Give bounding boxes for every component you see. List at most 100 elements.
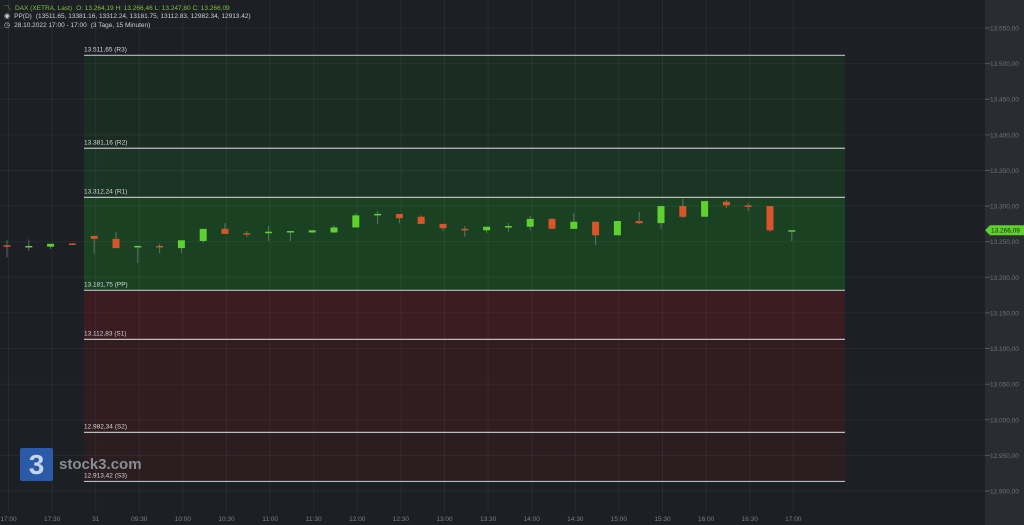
indicator-values: (13511.65, 13381.16, 13312.24, 13181.75,… — [35, 12, 251, 20]
pivot-zone — [84, 290, 845, 340]
symbol-name[interactable]: DAX (XETRA, Last) — [15, 4, 73, 12]
pivot-label: 13.312,24 (R1) — [84, 188, 127, 195]
candle — [3, 240, 11, 258]
candle-body — [199, 228, 207, 241]
time-range[interactable]: 28.10.2022 17:00 - 17:00 — [14, 21, 87, 29]
candle-body — [243, 233, 251, 235]
candle-body — [635, 221, 643, 224]
candle-body — [90, 235, 98, 239]
candle — [352, 213, 360, 228]
candle — [570, 213, 578, 229]
y-tick-label: 13.450,00 — [990, 97, 1019, 104]
candle — [417, 215, 425, 224]
candle — [112, 231, 120, 249]
candle-body — [352, 215, 360, 228]
x-tick-label: 17:00 — [0, 516, 17, 523]
candle-body — [221, 228, 229, 234]
indicator-line: ◉ PP(D) (13511.65, 13381.16, 13312.24, 1… — [4, 12, 251, 21]
candle — [657, 206, 665, 229]
candle — [744, 203, 752, 212]
pivot-zone — [84, 432, 845, 482]
candle — [134, 245, 142, 264]
pivot-label: 13.381,16 (R2) — [84, 139, 127, 146]
candle-body — [657, 206, 665, 224]
x-tick-label: 15:30 — [654, 516, 671, 523]
y-tick-label: 12.900,00 — [990, 488, 1019, 495]
candle-body — [526, 218, 534, 227]
x-tick-label: 17:30 — [44, 516, 61, 523]
x-tick-label: 09:30 — [131, 516, 148, 523]
candle — [701, 201, 709, 217]
candle — [592, 221, 600, 246]
candle-body — [439, 223, 447, 229]
candle-body — [722, 201, 730, 206]
candle-body — [548, 218, 556, 229]
candle-body — [177, 240, 185, 249]
candle — [679, 198, 687, 219]
pivot-zone — [84, 148, 845, 198]
symbol-line: 〽 DAX (XETRA, Last) O: 13.264,19 H: 13.2… — [4, 3, 230, 13]
candle — [504, 223, 512, 232]
y-tick-label: 13.200,00 — [990, 275, 1019, 282]
y-tick-label: 13.400,00 — [990, 132, 1019, 139]
candle — [395, 213, 403, 224]
candle — [330, 225, 338, 234]
x-tick-label: 17:00 — [785, 516, 802, 523]
candle — [221, 223, 229, 234]
candle-body — [504, 226, 512, 228]
pivot-zone — [84, 55, 845, 149]
y-tick-label: 13.150,00 — [990, 310, 1019, 317]
candle-body — [570, 221, 578, 229]
candle-body — [701, 201, 709, 217]
y-tick-label: 12.950,00 — [990, 453, 1019, 460]
candle — [177, 240, 185, 254]
x-tick-label: 10:30 — [218, 516, 235, 523]
period: (3 Tage, 15 Minuten) — [90, 21, 151, 29]
logo-mark: 3 — [20, 448, 53, 481]
y-tick-label: 13.550,00 — [990, 26, 1019, 33]
y-tick-label: 13.300,00 — [990, 204, 1019, 211]
candle — [461, 226, 469, 237]
candle-body — [3, 245, 11, 247]
candle-body — [374, 213, 382, 216]
x-tick-label: 16:00 — [698, 516, 715, 523]
last-price-label: 13.266,09 — [991, 228, 1020, 235]
candle — [613, 221, 621, 236]
logo-text: stock3.com — [59, 456, 142, 473]
stock3-logo: 3 stock3.com — [20, 448, 142, 481]
candle-body — [330, 227, 338, 233]
candle — [766, 206, 774, 232]
ohlc-values: O: 13.264,19 H: 13.266,46 L: 13.247,80 C… — [76, 4, 230, 12]
candle-body — [265, 231, 273, 234]
y-tick-label: 13.350,00 — [990, 168, 1019, 175]
pivot-label: 12.913,42 (S3) — [84, 472, 127, 479]
candle — [722, 199, 730, 209]
x-tick-label: 13:00 — [436, 516, 453, 523]
candle-body — [308, 230, 316, 233]
x-tick-label: 12:30 — [393, 516, 410, 523]
x-tick-label: 14:00 — [524, 516, 541, 523]
candle-body — [112, 238, 120, 249]
candle-body — [592, 221, 600, 236]
chart-icon: 〽 — [4, 5, 11, 12]
y-tick-label: 13.100,00 — [990, 346, 1019, 353]
candle-body — [766, 206, 774, 231]
candle-body — [25, 245, 33, 248]
pivot-zone — [84, 339, 845, 433]
candle — [25, 239, 33, 251]
indicator-name[interactable]: PP(D) — [14, 12, 32, 20]
candle-body — [286, 231, 294, 233]
x-tick-label: 11:00 — [262, 516, 278, 523]
candle — [374, 211, 382, 224]
candle — [243, 231, 251, 237]
candle — [47, 243, 55, 249]
x-tick-label: 15:00 — [611, 516, 628, 523]
y-tick-label: 13.000,00 — [990, 417, 1019, 424]
candle-body — [788, 230, 796, 232]
x-tick-label: 31 — [92, 516, 100, 523]
candle — [199, 228, 207, 244]
candle — [483, 226, 491, 234]
candle-body — [483, 226, 491, 231]
time-line: ◷ 28.10.2022 17:00 - 17:00 (3 Tage, 15 M… — [4, 21, 151, 30]
